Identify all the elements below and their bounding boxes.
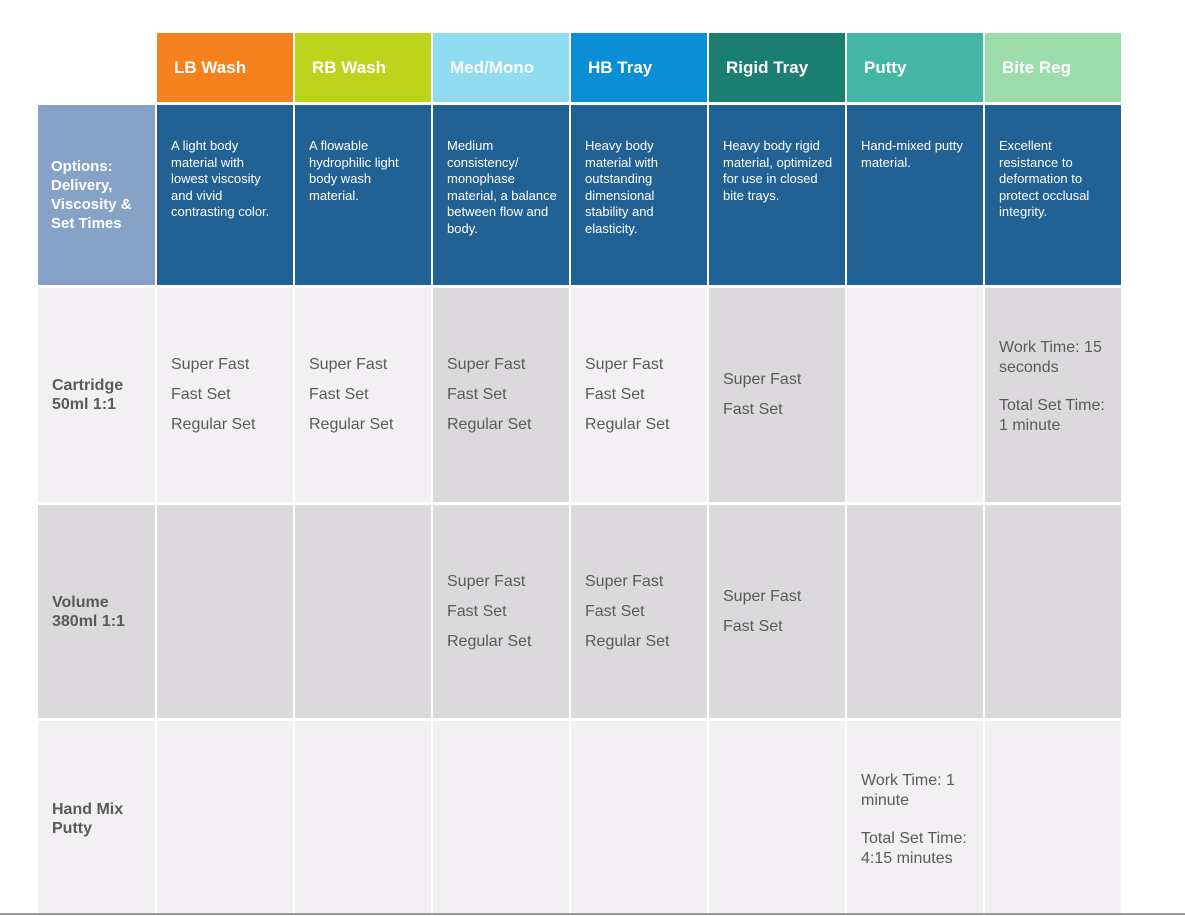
product-options-table: LB Wash RB Wash Med/Mono HB Tray Rigid T… <box>38 33 1121 916</box>
total-set-time: Total Set Time: 4:15 minutes <box>861 830 967 867</box>
description-hb-tray: Heavy body material with outstanding dim… <box>571 105 707 285</box>
set-option: Regular Set <box>447 416 532 433</box>
set-option: Fast Set <box>447 386 507 403</box>
column-header-hb-tray: HB Tray <box>571 33 707 102</box>
description-med-mono: Medium consistency/ monophase material, … <box>433 105 569 285</box>
set-option: Super Fast <box>585 356 664 373</box>
table-cell: Super Fast Fast Set Regular Set <box>571 505 707 718</box>
table-cell <box>709 721 845 916</box>
table-cell <box>847 288 983 502</box>
table-cell <box>295 505 431 718</box>
table-cell <box>985 505 1121 718</box>
description-putty: Hand-mixed putty material. <box>847 105 983 285</box>
set-option: Super Fast <box>309 356 388 373</box>
column-header-med-mono: Med/Mono <box>433 33 569 102</box>
spacer <box>861 810 977 829</box>
description-bite-reg: Excellent resistance to deformation to p… <box>985 105 1121 285</box>
description-rb-wash: A flowable hydrophilic light body wash m… <box>295 105 431 285</box>
set-option: Super Fast <box>447 572 526 590</box>
set-option: Super Fast <box>171 356 250 373</box>
table-cell: Super Fast Fast Set Regular Set <box>295 288 431 502</box>
set-option: Fast Set <box>585 602 645 620</box>
set-option: Super Fast <box>723 587 802 605</box>
table-corner <box>38 33 155 102</box>
column-header-rigid-tray: Rigid Tray <box>709 33 845 102</box>
set-option: Regular Set <box>585 416 670 433</box>
table-cell: Super Fast Fast Set <box>709 288 845 502</box>
table-cell <box>847 505 983 718</box>
table-cell <box>295 721 431 916</box>
column-header-bite-reg: Bite Reg <box>985 33 1121 102</box>
set-option: Fast Set <box>585 386 645 403</box>
table-cell <box>157 721 293 916</box>
set-option: Fast Set <box>723 617 783 635</box>
table-cell <box>157 505 293 718</box>
set-option: Super Fast <box>447 356 526 373</box>
row-header-volume: Volume 380ml 1:1 <box>38 505 155 718</box>
set-option: Super Fast <box>585 572 664 590</box>
column-header-putty: Putty <box>847 33 983 102</box>
table-cell: Work Time: 15 seconds Total Set Time: 1 m… <box>985 288 1121 502</box>
table-cell: Work Time: 1 minute Total Set Time: 4:15 … <box>847 721 983 916</box>
work-time: Work Time: 15 seconds <box>999 339 1102 376</box>
set-option: Fast Set <box>723 401 783 418</box>
set-option: Regular Set <box>585 632 670 650</box>
table-cell: Super Fast Fast Set <box>709 505 845 718</box>
set-option: Regular Set <box>447 632 532 650</box>
column-header-lb-wash: LB Wash <box>157 33 293 102</box>
table-cell: Super Fast Fast Set Regular Set <box>571 288 707 502</box>
description-lb-wash: A light body material with lowest viscos… <box>157 105 293 285</box>
set-option: Super Fast <box>723 371 802 388</box>
table-cell <box>571 721 707 916</box>
work-time: Work Time: 1 minute <box>861 772 955 809</box>
set-option: Regular Set <box>309 416 394 433</box>
set-option: Fast Set <box>309 386 369 403</box>
table-cell: Super Fast Fast Set Regular Set <box>433 505 569 718</box>
table-cell <box>985 721 1121 916</box>
table-cell: Super Fast Fast Set Regular Set <box>433 288 569 502</box>
table-cell <box>433 721 569 916</box>
table-cell: Super Fast Fast Set Regular Set <box>157 288 293 502</box>
total-set-time: Total Set Time: 1 minute <box>999 397 1105 434</box>
set-option: Fast Set <box>447 602 507 620</box>
set-option: Fast Set <box>171 386 231 403</box>
spacer <box>999 377 1115 396</box>
description-rigid-tray: Heavy body rigid material, optimized for… <box>709 105 845 285</box>
set-option: Regular Set <box>171 416 256 433</box>
column-header-rb-wash: RB Wash <box>295 33 431 102</box>
page-bottom-divider <box>0 913 1185 915</box>
row-header-cartridge: Cartridge 50ml 1:1 <box>38 288 155 502</box>
row-header-hand-mix-putty: Hand Mix Putty <box>38 721 155 916</box>
options-header: Options: Delivery, Viscosity & Set Times <box>38 105 155 285</box>
